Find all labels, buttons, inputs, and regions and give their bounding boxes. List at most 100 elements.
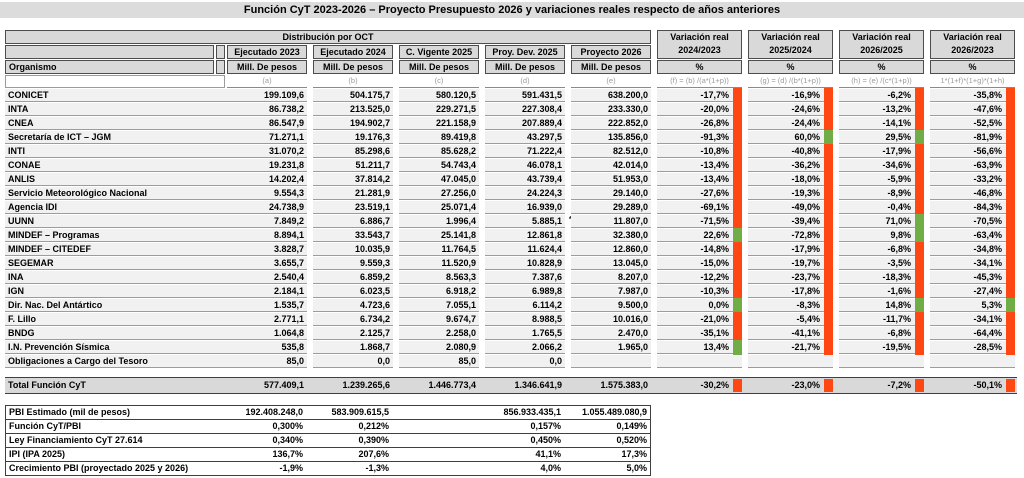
variation-value: 71,0% (885, 216, 911, 226)
value-cell: 6.918,2 (399, 285, 479, 298)
formula-row-blank (5, 75, 225, 88)
total-value: 577.409,1 (263, 380, 304, 390)
table-row: Secretaría de ICT – JGM 71.271,1 19.176,3 8… (5, 130, 1017, 145)
variation-cell: -70,5% (930, 214, 1015, 229)
variation-value: -19,5% (882, 342, 911, 352)
value-cell: 10.035,9 (313, 243, 393, 256)
positive-bar (915, 228, 924, 243)
value-cell: 213.525,0 (313, 103, 393, 116)
variation-value: -35,8% (973, 90, 1002, 100)
variation-cell: -3,5% (839, 256, 924, 271)
value-cell: 19.231,8 (268, 160, 304, 170)
org-value-strip: UUNN 7.849,2 (5, 215, 307, 228)
value-cell: 638.200,0 (571, 89, 651, 102)
table-body: CONICET 199.109,6 504.175,7 580.120,5 591.43… (5, 88, 1017, 369)
negative-bar (1006, 228, 1015, 243)
variation-column-header: Variación real 2025/2024 (748, 30, 833, 59)
org-value-strip: Agencia IDI 24.738,9 (5, 201, 307, 214)
variation-value: 9,8% (890, 230, 911, 240)
variation-cell: -23,7% (748, 270, 833, 285)
bottom-value: -1,9% (279, 463, 303, 473)
bottom-value: 41,1% (535, 449, 561, 459)
value-cell: 6.886,7 (313, 215, 393, 228)
total-strip: Total Función CyT 577.409,1 (5, 378, 307, 393)
variation-cell: -8,3% (748, 298, 833, 313)
value-cell: 3.655,7 (273, 258, 304, 268)
variation-cell: -91,3% (657, 130, 742, 145)
negative-bar (733, 186, 742, 201)
variation-value: -21,7% (791, 342, 820, 352)
value-cell: 23.519,1 (313, 201, 393, 214)
variation-cell: -34,6% (839, 158, 924, 173)
bottom-value: 5,0% (626, 463, 647, 473)
variation-value: -72,8% (791, 230, 820, 240)
variation-value: 0,0% (708, 300, 729, 310)
variation-cell: -47,6% (930, 102, 1015, 117)
variation-cell: -10,3% (657, 284, 742, 299)
negative-bar (733, 256, 742, 271)
bottom-value (398, 448, 478, 461)
table-row: CONAE 19.231,8 51.211,7 54.743,4 46.078,1 42.… (5, 158, 1017, 173)
variation-cell: 29,5% (839, 130, 924, 145)
negative-bar (824, 158, 833, 173)
value-cell: 0,0 (313, 355, 393, 368)
value-cell: 31.070,2 (268, 146, 304, 156)
org-value-strip: F. Lillo 2.771,1 (5, 313, 307, 326)
negative-bar (824, 326, 833, 341)
spacer-cell (216, 45, 225, 59)
variation-value: -24,4% (791, 118, 820, 128)
variation-value: -70,5% (973, 216, 1002, 226)
negative-bar (1006, 88, 1015, 103)
negative-bar (1006, 186, 1015, 201)
organismo-header-blank (5, 45, 214, 59)
value-cell: 2.125,7 (313, 327, 393, 340)
negative-bar (733, 172, 742, 187)
variation-cell: -12,2% (657, 270, 742, 285)
value-cell: 6.114,2 (485, 299, 565, 312)
negative-bar (824, 228, 833, 243)
variation-value: -39,4% (791, 216, 820, 226)
table-row: INTA 86.738,2 213.525,0 229.271,5 227.308,4 2… (5, 102, 1017, 117)
value-cell: 580.120,5 (399, 89, 479, 102)
org-value-strip: CONICET 199.109,6 (5, 89, 307, 102)
negative-bar (824, 200, 833, 215)
bottom-row: Ley Financiamiento CyT 27.614 0,340% 0,390… (6, 434, 650, 448)
negative-bar (1006, 102, 1015, 117)
org-value-strip: MINDEF – Programas 8.894,1 (5, 229, 307, 242)
variation-cell: 0,0% (657, 298, 742, 313)
variation-header-line2: 2024/2023 (678, 45, 721, 55)
negative-bar (915, 200, 924, 215)
variation-cell: -28,5% (930, 340, 1015, 355)
variation-value: -84,3% (973, 202, 1002, 212)
value-cell: 19.176,3 (313, 131, 393, 144)
variation-value: -17,8% (791, 286, 820, 296)
variation-cell: 13,4% (657, 340, 742, 355)
positive-bar (824, 130, 833, 145)
negative-bar (824, 88, 833, 103)
total-variation-cell: -50,1% (930, 378, 1015, 393)
total-value: 1.575.383,0 (600, 380, 648, 390)
value-cell: 71.222,4 (485, 145, 565, 158)
pct-label: % (748, 60, 833, 74)
value-cell: 9.559,3 (313, 257, 393, 270)
variation-cell: -13,4% (657, 158, 742, 173)
positive-bar (915, 214, 924, 229)
value-cell: 504.175,7 (313, 89, 393, 102)
variation-cell: -35,8% (930, 88, 1015, 103)
variation-header-line2: 2026/2025 (860, 45, 903, 55)
variation-column-header: Variación real 2026/2025 (839, 30, 924, 59)
variation-value: -56,6% (973, 146, 1002, 156)
negative-bar (915, 88, 924, 103)
variation-value: -19,3% (791, 188, 820, 198)
negative-bar (1006, 242, 1015, 257)
negative-bar (1006, 200, 1015, 215)
negative-bar (915, 172, 924, 187)
variation-cell: 22,6% (657, 228, 742, 243)
formula-label: (b) (313, 75, 393, 88)
variation-value: -34,6% (882, 160, 911, 170)
org-name-cell: MINDEF – CITEDEF (8, 244, 92, 254)
bottom-value: 0,149% (616, 421, 647, 431)
variation-value: -81,9% (973, 132, 1002, 142)
negative-bar (915, 242, 924, 257)
unit-label: Mill. De pesos (485, 60, 565, 74)
